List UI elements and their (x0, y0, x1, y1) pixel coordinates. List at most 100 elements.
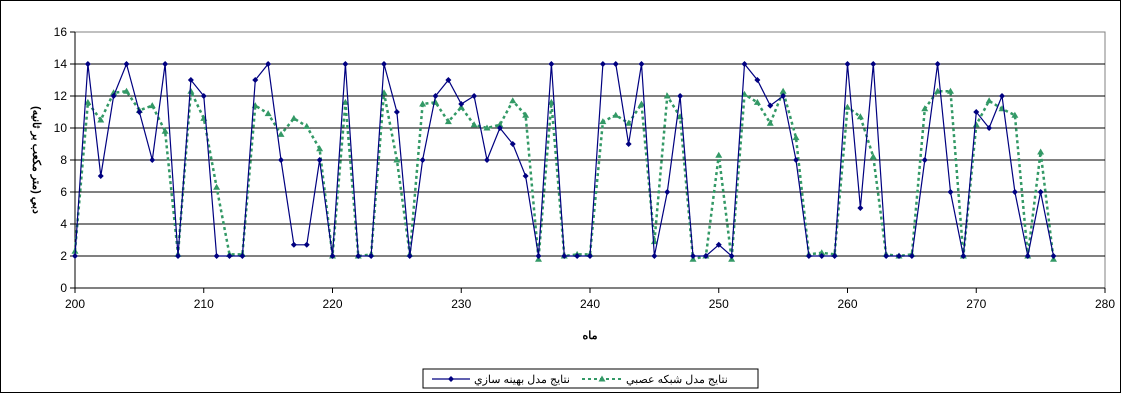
y-tick-label: 8 (60, 153, 67, 167)
data-point (496, 121, 504, 128)
data-point (84, 98, 92, 105)
data-point (406, 253, 413, 259)
data-point (252, 77, 259, 83)
y-tick-label: 2 (60, 249, 67, 263)
data-point (432, 93, 439, 99)
axes: 0 2 4 6 8 10 12 14 16 200 210 220 230 240 250 260 270 280 (54, 25, 1116, 311)
data-point (831, 253, 838, 259)
x-tick-label: 230 (451, 297, 471, 311)
data-point (715, 151, 723, 158)
data-point (792, 134, 800, 141)
data-point (342, 61, 349, 67)
data-point (110, 89, 118, 96)
y-tick-label: 0 (60, 281, 67, 295)
data-point (419, 157, 426, 163)
data-point (175, 253, 181, 259)
data-point (329, 253, 336, 259)
y-tick-label: 4 (60, 217, 67, 231)
data-point (444, 118, 452, 125)
data-point (574, 253, 581, 259)
data-point (651, 253, 658, 259)
data-point (213, 183, 221, 190)
data-point (187, 87, 195, 94)
x-tick-label: 250 (709, 297, 729, 311)
data-point (741, 61, 748, 67)
data-point (883, 253, 890, 259)
x-axis-label: ماه (582, 330, 597, 342)
data-point (650, 238, 658, 245)
data-point (123, 61, 130, 67)
data-point (149, 157, 156, 163)
data-point (522, 111, 530, 118)
data-point (110, 93, 117, 99)
data-point (921, 157, 928, 163)
data-point (625, 141, 632, 147)
data-point (896, 253, 902, 259)
data-point (484, 157, 490, 163)
data-point (690, 253, 696, 259)
series-0 (72, 61, 1057, 259)
data-point (715, 241, 722, 248)
series-layer (71, 61, 1057, 262)
data-point (625, 119, 633, 126)
y-axis-label: دبي (متر مکعب بر ثانيه) (29, 106, 42, 214)
data-point (226, 253, 233, 259)
data-point (458, 101, 465, 107)
data-point (818, 253, 825, 259)
y-tick-label: 10 (54, 121, 68, 135)
data-point (1024, 253, 1031, 259)
data-point (148, 102, 156, 109)
data-point (547, 98, 555, 105)
data-point (1011, 189, 1018, 195)
x-tick-label: 260 (837, 297, 857, 311)
data-point (355, 253, 362, 259)
legend-marker-neural (598, 375, 606, 382)
data-point (161, 127, 169, 134)
data-point (561, 253, 568, 259)
data-point (341, 98, 349, 105)
data-point (999, 93, 1005, 99)
data-point (239, 253, 246, 259)
data-point (72, 253, 78, 259)
data-point (780, 93, 787, 99)
data-point (960, 253, 967, 259)
data-point (290, 241, 297, 248)
grid-lines (75, 63, 1105, 257)
data-point (844, 103, 851, 110)
legend-label-neural: نتايج مدل شبکه عصبي (626, 374, 728, 386)
x-tick-label: 200 (65, 297, 85, 311)
data-point (97, 116, 105, 123)
data-point (921, 105, 929, 112)
data-point (162, 61, 169, 67)
data-point (612, 111, 620, 118)
data-point (1011, 111, 1019, 118)
data-point (702, 253, 709, 259)
data-point (264, 110, 272, 117)
data-point (869, 153, 877, 160)
data-point (509, 141, 516, 147)
data-point (754, 77, 761, 83)
data-point (638, 61, 645, 67)
data-point (793, 157, 799, 163)
data-point (277, 130, 285, 137)
x-tick-label: 220 (322, 297, 342, 311)
data-point (278, 157, 284, 163)
data-point (509, 97, 517, 104)
data-point (664, 189, 671, 195)
data-point (213, 253, 220, 259)
data-point (316, 145, 324, 152)
data-point (535, 253, 542, 259)
data-point (303, 241, 310, 248)
data-point (1037, 148, 1045, 155)
data-point (973, 109, 980, 115)
data-point (818, 249, 826, 256)
data-point (985, 97, 993, 104)
data-point (290, 114, 298, 121)
data-point (303, 122, 311, 129)
data-point (612, 61, 619, 67)
data-point (316, 157, 323, 163)
data-point (368, 253, 375, 259)
data-point (857, 205, 864, 211)
